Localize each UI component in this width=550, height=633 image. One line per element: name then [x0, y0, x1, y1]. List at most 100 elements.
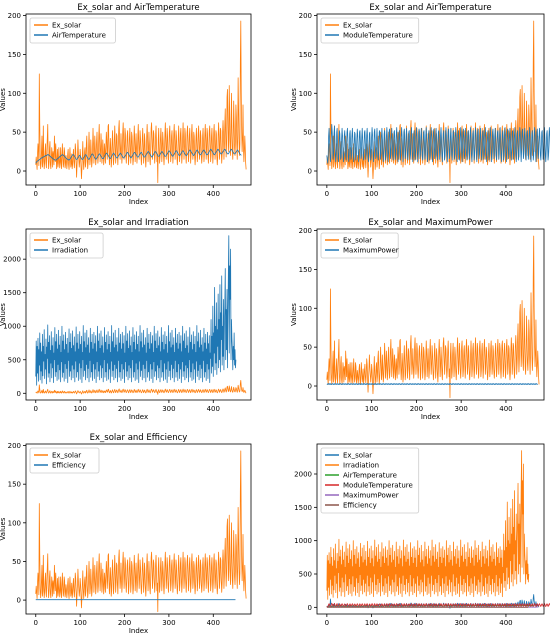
- y-tick-label: 150: [8, 51, 21, 59]
- y-tick-label: 1000: [294, 537, 312, 545]
- x-tick-label: 300: [454, 405, 467, 413]
- legend-label: ModuleTemperature: [343, 32, 413, 40]
- x-tick-label: 300: [162, 405, 175, 413]
- legend-label: Ex_solar: [343, 452, 372, 460]
- y-tick-label: 0: [308, 604, 312, 612]
- legend-label: MaximumPower: [343, 247, 399, 255]
- legend-box: [320, 232, 399, 259]
- legend-label: Ex_solar: [52, 452, 81, 460]
- chart-title: Ex_solar and MaximumPower: [368, 218, 493, 228]
- axes-frame: [316, 228, 545, 401]
- y-tick-label: 100: [299, 90, 312, 98]
- legend-box: [29, 17, 116, 44]
- x-axis-label: Index: [129, 198, 148, 206]
- y-axis-label: Values: [0, 303, 7, 326]
- x-tick-label: 300: [162, 619, 175, 627]
- legend-label: Ex_solar: [343, 22, 372, 30]
- y-tick-label: 0: [308, 383, 312, 391]
- y-tick-label: 1500: [294, 504, 312, 512]
- x-tick-label: 100: [365, 619, 378, 627]
- legend-label: Irradiation: [52, 247, 88, 255]
- y-tick-label: 100: [8, 519, 21, 527]
- x-tick-label: 0: [325, 405, 329, 413]
- y-tick-label: 2000: [3, 256, 21, 264]
- axes-frame: [25, 228, 252, 401]
- axes-frame: [25, 13, 252, 186]
- x-axis-label: Index: [421, 413, 440, 421]
- y-tick-label: 2000: [294, 471, 312, 479]
- y-tick-label: 1500: [3, 289, 21, 297]
- axes-frame: [316, 13, 545, 186]
- x-tick-label: 0: [34, 190, 38, 198]
- y-tick-label: 50: [303, 129, 312, 137]
- y-axis-label: Values: [290, 303, 298, 326]
- x-axis-label: Index: [129, 413, 148, 421]
- x-tick-label: 100: [73, 619, 86, 627]
- y-tick-label: 0: [308, 168, 312, 176]
- y-tick-label: 50: [303, 344, 312, 352]
- chart-title: Ex_solar and Efficiency: [90, 433, 188, 443]
- series-line-ex-solar: [35, 20, 247, 184]
- legend-box: [29, 232, 104, 259]
- y-tick-label: 150: [8, 481, 21, 489]
- chart-panel-2: 0 100 200 300 400 0 50 100 150 200 Ex_solar and Ai…: [290, 3, 550, 206]
- legend-label: Efficiency: [343, 502, 377, 510]
- chart-title: Ex_solar and AirTemperature: [369, 3, 491, 13]
- y-tick-label: 0: [17, 390, 21, 398]
- y-tick-label: 500: [8, 356, 21, 364]
- y-tick-label: 50: [12, 129, 21, 137]
- x-tick-label: 300: [162, 190, 175, 198]
- y-tick-label: 150: [299, 266, 312, 274]
- y-tick-label: 200: [299, 12, 312, 20]
- x-tick-label: 200: [410, 405, 423, 413]
- series-line-module-temperature: [326, 602, 550, 608]
- x-tick-label: 200: [410, 190, 423, 198]
- legend-label: AirTemperature: [52, 32, 106, 40]
- x-tick-label: 300: [454, 619, 467, 627]
- x-tick-label: 300: [454, 190, 467, 198]
- legend-label: Ex_solar: [343, 237, 372, 245]
- y-tick-label: 1000: [3, 323, 21, 331]
- x-tick-label: 100: [365, 405, 378, 413]
- series-line-module-temperature: [326, 123, 550, 164]
- chart-title: Ex_solar and Irradiation: [88, 218, 189, 228]
- y-tick-label: 200: [8, 12, 21, 20]
- legend-label: Irradiation: [343, 462, 379, 470]
- y-tick-label: 0: [17, 597, 21, 605]
- x-axis-label: Index: [421, 198, 440, 206]
- x-tick-label: 100: [73, 190, 86, 198]
- series-line-irradiation: [35, 235, 237, 386]
- legend-label: Efficiency: [52, 462, 86, 470]
- series-line-ex-solar: [35, 379, 247, 395]
- x-tick-label: 100: [365, 190, 378, 198]
- series-line-air-temperature: [35, 148, 242, 164]
- y-axis-label: Values: [0, 517, 7, 540]
- y-tick-label: 200: [299, 227, 312, 235]
- legend-label: Ex_solar: [52, 237, 81, 245]
- x-tick-label: 200: [118, 405, 131, 413]
- x-tick-label: 0: [34, 405, 38, 413]
- x-tick-label: 200: [410, 619, 423, 627]
- x-tick-label: 100: [73, 405, 86, 413]
- x-tick-label: 400: [207, 405, 220, 413]
- x-tick-label: 200: [118, 619, 131, 627]
- y-tick-label: 200: [8, 442, 21, 450]
- y-axis-label: Values: [0, 88, 7, 111]
- y-tick-label: 100: [299, 305, 312, 313]
- x-tick-label: 400: [207, 619, 220, 627]
- legend-label: MaximumPower: [343, 492, 399, 500]
- chart-panel-5: 0 100 200 300 400 0 50 100 150 200 Ex_solar and Ef…: [0, 433, 252, 633]
- legend-label: ModuleTemperature: [343, 482, 413, 490]
- legend-label: Ex_solar: [52, 22, 81, 30]
- series-line-ex-solar: [326, 235, 540, 399]
- legend-box: [320, 17, 420, 44]
- y-tick-label: 100: [8, 90, 21, 98]
- series-line-ex-solar: [35, 450, 247, 613]
- chart-panel-6: 0 100 200 300 400 0 500 1000 1500 2000 Ex_solar Irr…: [294, 443, 550, 627]
- x-tick-label: 0: [325, 190, 329, 198]
- chart-panel-4: 0 100 200 300 400 0 50 100 150 200 Ex_solar and Ma…: [290, 218, 545, 421]
- x-tick-label: 400: [499, 190, 512, 198]
- chart-panel-1: 0 100 200 300 400 0 50 100 150 200 Ex_solar and Ai…: [0, 3, 252, 206]
